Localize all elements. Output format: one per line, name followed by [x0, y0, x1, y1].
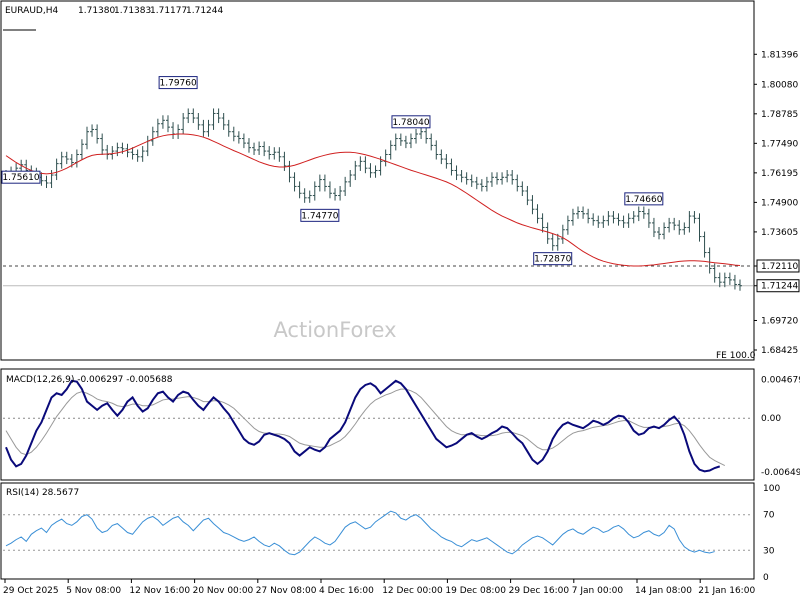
rsi-line	[5, 510, 715, 556]
x-tick-label: 27 Nov 08:00	[256, 586, 317, 596]
price-panel-frame	[0, 0, 755, 361]
price-header-close: 1.71244	[186, 6, 223, 16]
rsi-title: RSI(14) 28.5677	[6, 488, 79, 498]
x-tick-label: 12 Nov 16:00	[129, 586, 190, 596]
price-ytick-label: 1.68425	[761, 346, 798, 356]
macd-ytick-label: -0.006496	[761, 468, 800, 478]
price-header-low: 1.71177	[150, 6, 187, 16]
price-ytick-label: 1.72110	[761, 262, 798, 272]
watermark: ActionForex	[273, 318, 396, 342]
rsi-ytick-label: 30	[763, 546, 775, 556]
moving-average-line	[5, 133, 741, 267]
price-ytick-label: 1.80080	[761, 80, 798, 90]
x-tick-label: 19 Dec 08:00	[445, 586, 506, 596]
price-level-tag	[756, 259, 800, 273]
macd-ytick-label: 0.004679	[761, 375, 800, 385]
annotation-label-4: 1.72870	[534, 255, 571, 265]
macd-panel-frame	[0, 368, 755, 481]
price-ytick-label: 1.77490	[761, 139, 798, 149]
annotation-label-0: 1.75610	[2, 173, 39, 183]
macd-line	[5, 379, 721, 473]
rsi-ytick-label: 70	[763, 511, 775, 521]
x-tick-label: 4 Dec 16:00	[319, 586, 374, 596]
price-ytick-label: 1.69720	[761, 316, 798, 326]
annotation-label-1: 1.79760	[160, 79, 197, 89]
annotation-box-3	[391, 115, 431, 129]
rsi-panel-frame	[0, 482, 755, 580]
fe-label: FE 100.0	[716, 351, 756, 361]
x-tick-label: 29 Dec 16:00	[509, 586, 570, 596]
annotation-box-5	[624, 192, 664, 206]
x-tick-label: 14 Jan 08:00	[635, 586, 692, 596]
macd-title: MACD(12,26,9) -0.006297 -0.005688	[6, 375, 173, 385]
x-tick-label: 12 Dec 00:00	[382, 586, 443, 596]
price-ytick-label: 1.73605	[761, 228, 798, 238]
rsi-ytick-label: 100	[763, 484, 780, 494]
price-header-open: 1.71380	[78, 6, 115, 16]
annotation-box-4	[533, 252, 573, 266]
rsi-ytick-label: 0	[763, 573, 769, 583]
price-ytick-label: 1.74900	[761, 198, 798, 208]
annotation-box-1	[158, 76, 198, 90]
annotation-label-2: 1.74770	[301, 211, 338, 221]
x-tick-label: 5 Nov 08:00	[66, 586, 121, 596]
annotation-label-5: 1.74660	[625, 195, 662, 205]
macd-ytick-label: 0.00	[761, 414, 781, 424]
annotation-label-3: 1.78040	[392, 118, 429, 128]
x-tick-label: 29 Oct 2025	[3, 586, 59, 596]
price-level-tag	[756, 279, 800, 293]
price-ytick-label: 1.71244	[761, 282, 798, 292]
annotation-box-2	[300, 208, 340, 222]
annotation-box-0	[1, 170, 41, 184]
x-tick-label: 21 Jan 16:00	[698, 586, 755, 596]
price-header-symbol: EURAUD,H4	[5, 6, 58, 16]
price-ytick-label: 1.81396	[761, 50, 798, 60]
price-header-high: 1.71383	[114, 6, 151, 16]
x-tick-label: 20 Nov 00:00	[193, 586, 254, 596]
x-tick-label: 7 Jan 00:00	[572, 586, 624, 596]
price-ytick-label: 1.76195	[761, 169, 798, 179]
price-ytick-label: 1.78785	[761, 110, 798, 120]
